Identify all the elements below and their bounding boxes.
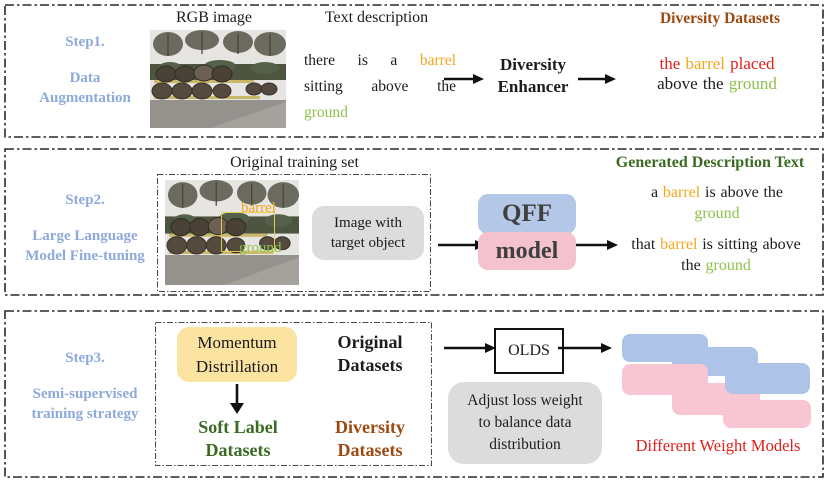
- soft-label-datasets-label: Soft Label Datasets: [198, 417, 278, 460]
- arrow-down-icon: [230, 384, 244, 414]
- training-sample-group: barrel ground Image with target object: [157, 174, 431, 292]
- different-weight-models-caption: Different Weight Models: [635, 436, 801, 455]
- olds-box: OLDS: [494, 328, 564, 374]
- datasets-group: Momentum Distrillation Original Datasets S…: [155, 322, 432, 466]
- model-card-blue: [725, 363, 810, 394]
- step3-name: Semi-supervised training strategy: [31, 386, 139, 422]
- panel-step1: Step1. Data Augmentation RGB image Text d…: [4, 4, 824, 138]
- step1-label: Step1.: [65, 34, 105, 50]
- weight-models-cascade: [616, 328, 821, 443]
- arrow-right-icon: [558, 343, 612, 353]
- annotated-barrels-photo: barrel ground: [165, 180, 299, 285]
- original-datasets-label: Original Datasets: [337, 332, 403, 375]
- step2-name: Large Language Model Fine-tuning: [25, 228, 145, 264]
- generated-text-2: that barrel is sitting above the ground: [631, 236, 801, 274]
- adjust-loss-weight-box: Adjust loss weight to balance data distrib…: [448, 382, 602, 464]
- barrels-photo: [150, 30, 286, 128]
- arrow-right-icon: [444, 74, 484, 84]
- generated-description-heading: Generated Description Text: [615, 154, 805, 171]
- original-training-set-label: Original training set: [230, 154, 359, 171]
- panel-step3: Step3. Semi-supervised training strategy …: [4, 310, 824, 478]
- rgb-image-label: RGB image: [176, 9, 252, 26]
- diversity-datasets-heading: Diversity Datasets: [659, 10, 781, 27]
- panel-step2: Step2. Large Language Model Fine-tuning O…: [4, 148, 824, 296]
- diversity-enhancer-label: Diversity Enhancer: [497, 55, 569, 96]
- text-description-label: Text description: [324, 9, 429, 26]
- diversity-datasets-label: Diversity Datasets: [335, 417, 405, 460]
- output-text: the barrel placed above the ground: [657, 54, 777, 93]
- image-with-target-object-box: Image with target object: [312, 206, 424, 260]
- qff-box: QFF: [478, 194, 576, 234]
- target-bounding-box: [221, 212, 275, 252]
- model-box: model: [478, 232, 576, 270]
- generated-text-1: a barrel is above the ground: [650, 184, 784, 222]
- input-text: there is a barrel sitting above the ground: [304, 52, 456, 121]
- step3-label: Step3.: [65, 350, 105, 366]
- momentum-distillation-box: Momentum Distrillation: [177, 327, 297, 382]
- arrow-right-icon: [578, 74, 616, 84]
- step2-label: Step2.: [65, 192, 105, 208]
- model-card-pink: [723, 400, 811, 428]
- arrow-right-icon: [444, 343, 496, 353]
- arrow-right-icon: [576, 240, 618, 250]
- step1-name: Data Augmentation: [39, 70, 131, 106]
